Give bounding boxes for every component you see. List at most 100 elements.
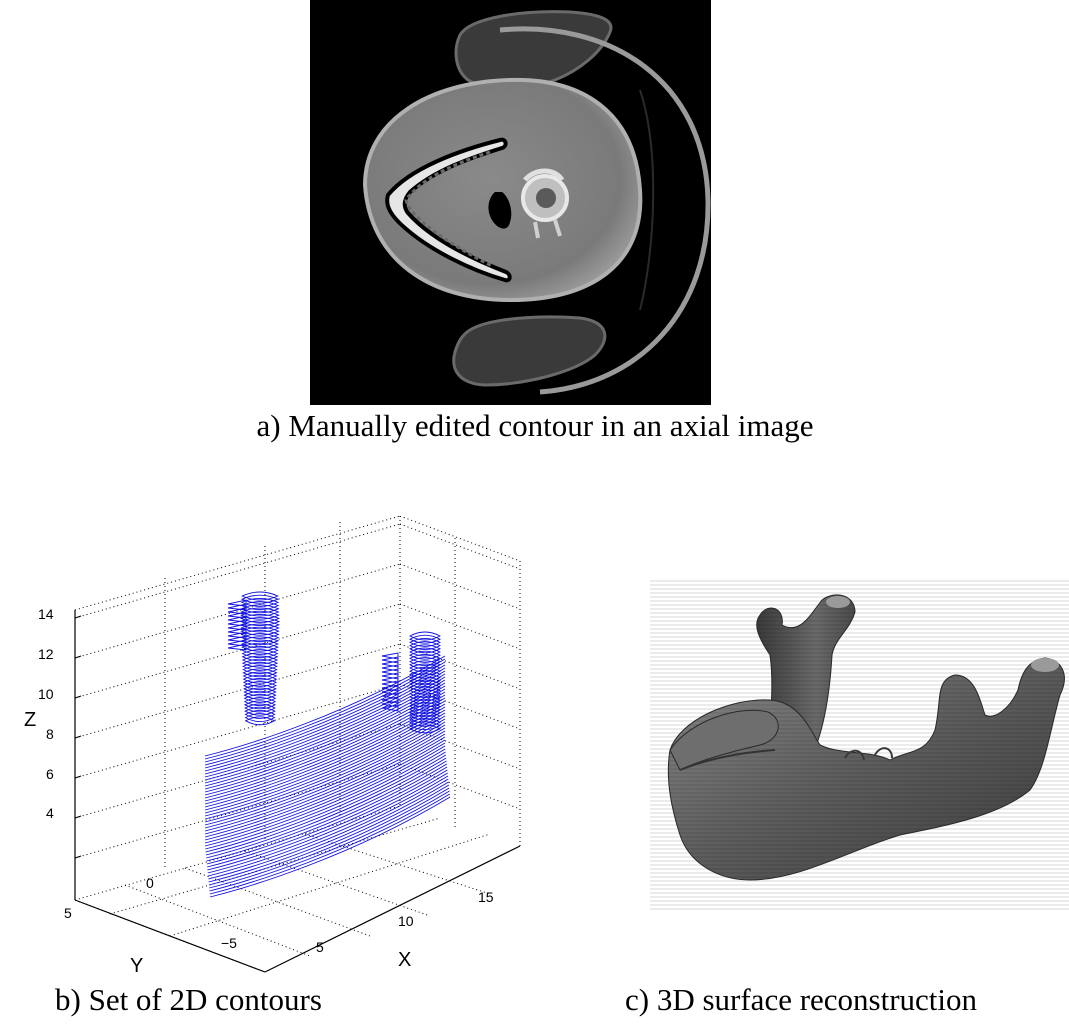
contour-slice (204, 706, 446, 808)
axial-ct-image (310, 0, 711, 405)
contour-slice (204, 658, 446, 760)
contour-plot-3d: 14 12 10 8 6 4 5 0 −5 5 10 15 Z Y X (0, 515, 540, 986)
contour-slice (381, 672, 399, 680)
contour-slice (381, 692, 399, 700)
contour-slice (204, 697, 446, 799)
contour-slice (208, 778, 449, 880)
plot-grid (74, 515, 521, 973)
contour-slice (409, 721, 441, 731)
x-tick-label: 5 (316, 939, 324, 955)
contour-slice (209, 790, 450, 892)
airway (488, 192, 512, 229)
contour-slice (204, 694, 446, 796)
z-tick-label: 4 (46, 805, 54, 821)
positioning-pad-bottom (452, 315, 607, 387)
condyle-left (826, 596, 850, 608)
contour-slice (204, 679, 446, 781)
contour-slice (227, 627, 247, 635)
vertebra (521, 168, 569, 239)
contour-slice (227, 607, 247, 615)
contour-slice (204, 703, 446, 805)
contour-slice (204, 667, 446, 769)
mandible-marrow (404, 150, 493, 268)
z-tick-label: 12 (38, 646, 54, 662)
contour-slice (381, 704, 399, 712)
caption-panel-c: c) 3D surface reconstruction (625, 982, 978, 1017)
contour-slice (209, 787, 450, 889)
z-axis-label: Z (24, 709, 36, 731)
contour-slice (204, 685, 446, 787)
z-tick-marks (74, 615, 82, 859)
holder-shadow (639, 89, 655, 311)
axial-ct-svg (310, 0, 711, 405)
contour-slice (381, 660, 399, 668)
contour-slice (204, 739, 446, 841)
contour-slice (381, 668, 399, 676)
positioning-pad-top (454, 10, 613, 89)
contour-slice (205, 748, 446, 850)
contour-slice (227, 623, 247, 631)
contour-slice (206, 763, 448, 865)
y-axis-label: Y (130, 955, 143, 977)
contour-slice (204, 745, 446, 847)
contour-slice (204, 664, 446, 766)
contour-slice (381, 700, 399, 708)
contour-slice (204, 709, 446, 811)
contour-slice (206, 766, 448, 868)
contour-slice (381, 676, 399, 684)
contour-slice (204, 730, 446, 832)
surface-svg (650, 580, 1069, 910)
contour-slice (227, 639, 247, 647)
contour-slice (204, 655, 446, 757)
contour-slice (204, 733, 446, 835)
contour-slice (381, 684, 399, 692)
contour-slice (381, 680, 399, 688)
contour-slice (381, 688, 399, 696)
contour-slice (227, 599, 247, 607)
contour-slice (204, 691, 446, 793)
contour-slice (204, 742, 446, 844)
contour-slice (227, 631, 247, 639)
contour-slice (204, 661, 446, 763)
contour-slice (227, 643, 247, 651)
z-tick-label: 10 (38, 686, 54, 702)
contour-slice (204, 721, 446, 823)
contour-slice (227, 603, 247, 611)
caption-panel-a: a) Manually edited contour in an axial i… (256, 408, 814, 443)
contour-slice (227, 615, 247, 623)
contour-slice (381, 656, 399, 664)
condyle-right (1031, 658, 1059, 672)
x-tick-label: 10 (398, 913, 414, 929)
contour-slice (207, 772, 448, 874)
contour-slice (204, 718, 446, 820)
contour-slice (227, 619, 247, 627)
contour-slice (227, 635, 247, 643)
caption-panel-b: b) Set of 2D contours (55, 982, 322, 1017)
y-tick-label: 0 (146, 875, 154, 891)
contour-slice (227, 611, 247, 619)
contour-slice (204, 712, 446, 814)
contour-slice (204, 682, 446, 784)
contour-slice (206, 757, 447, 859)
contour-slice (207, 769, 448, 871)
contour-slice (204, 727, 446, 829)
contour-plot-svg: 14 12 10 8 6 4 5 0 −5 5 10 15 Z Y X (24, 515, 521, 977)
contour-lines (204, 591, 451, 898)
contour-slice (244, 713, 276, 723)
contour-slice (204, 670, 446, 772)
contour-slice (244, 716, 276, 726)
x-axis-label: X (398, 949, 411, 971)
y-tick-label: −5 (221, 935, 237, 951)
contour-slice (205, 754, 447, 856)
z-tick-label: 8 (46, 726, 54, 742)
plot-axes (74, 610, 521, 973)
contour-slice (205, 751, 446, 853)
contour-slice (381, 652, 399, 660)
contour-slice (381, 696, 399, 704)
contour-slice (381, 664, 399, 672)
contour-slice (209, 793, 451, 895)
contour-slice (208, 784, 450, 886)
contour-slice (204, 724, 446, 826)
contour-slice (207, 775, 449, 877)
contour-slice (204, 715, 446, 817)
